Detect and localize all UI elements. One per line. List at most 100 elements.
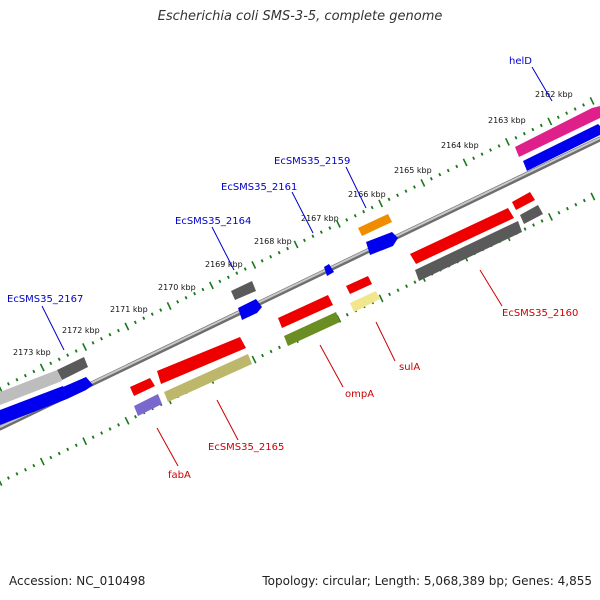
- tick-mark: [438, 172, 442, 177]
- tick-mark: [582, 103, 586, 107]
- kbp-label: 2163 kbp: [488, 116, 526, 125]
- tick-mark: [124, 416, 130, 425]
- tick-mark: [32, 369, 36, 374]
- tick-mark: [49, 361, 53, 366]
- outer-tick-row: [0, 96, 595, 392]
- gene-label-ecsms35-2167: EcSMS35_2167: [7, 294, 83, 305]
- gene-red-2160a[interactable]: [512, 192, 535, 210]
- gene-paleyellow-sulA[interactable]: [350, 291, 380, 312]
- tick-mark: [66, 447, 70, 452]
- tick-mark: [557, 211, 561, 215]
- tick-mark: [15, 378, 19, 382]
- gene-khaki-2165[interactable]: [164, 354, 252, 402]
- tick-mark: [251, 260, 257, 269]
- tick-mark: [0, 386, 3, 392]
- tick-mark: [328, 226, 332, 230]
- tick-mark: [293, 240, 299, 249]
- kbp-label: 2168 kbp: [254, 237, 292, 246]
- tick-mark: [269, 255, 273, 259]
- tick-mark: [39, 363, 45, 372]
- tick-mark: [590, 192, 596, 201]
- gene-label-sula: sulA: [399, 362, 420, 373]
- tick-mark: [522, 131, 526, 136]
- tick-mark: [226, 275, 230, 279]
- tick-mark: [6, 476, 10, 480]
- gene-orange[interactable]: [358, 214, 392, 236]
- gene-red-2160[interactable]: [410, 208, 514, 264]
- tick-mark: [378, 199, 384, 208]
- tick-mark: [134, 414, 137, 419]
- kbp-label: 2172 kbp: [62, 326, 100, 335]
- tick-mark: [260, 259, 264, 263]
- tick-mark: [23, 468, 27, 472]
- tick-mark: [455, 164, 459, 169]
- tick-mark: [396, 288, 400, 292]
- tick-mark: [547, 117, 553, 126]
- tick-mark: [243, 267, 247, 271]
- tick-mark: [57, 357, 61, 362]
- gene-blue-small[interactable]: [324, 264, 334, 276]
- tick-mark: [589, 96, 595, 105]
- tick-mark: [311, 234, 315, 238]
- tick-mark: [0, 480, 3, 486]
- gene-dark-2167[interactable]: [57, 357, 88, 380]
- gene-blue-2167a[interactable]: [63, 377, 93, 399]
- tick-mark: [176, 300, 180, 304]
- gene-label-ompa: ompA: [345, 389, 374, 400]
- tick-mark: [99, 337, 103, 341]
- kbp-label: 2167 kbp: [301, 214, 339, 223]
- tick-mark: [116, 328, 120, 333]
- tick-mark: [218, 279, 222, 284]
- tick-mark: [353, 214, 357, 218]
- tick-mark: [100, 431, 104, 435]
- tick-mark: [429, 177, 433, 181]
- tick-mark: [514, 136, 518, 140]
- gene-red-fabA[interactable]: [130, 378, 155, 396]
- gene-label-ecsms35-2159: EcSMS35_2159: [274, 156, 350, 167]
- gene-olive-ompA[interactable]: [284, 312, 340, 346]
- gene-blue-2159[interactable]: [366, 232, 398, 255]
- tick-mark: [404, 189, 408, 193]
- tick-mark: [540, 219, 544, 223]
- tick-mark: [208, 281, 214, 290]
- tick-mark: [335, 219, 341, 228]
- kbp-label: 2170 kbp: [158, 283, 196, 292]
- tick-mark: [74, 349, 78, 353]
- gene-helD[interactable]: [515, 106, 600, 157]
- forward-strand-genes: [0, 106, 600, 425]
- tick-mark: [497, 144, 501, 148]
- tick-mark: [193, 291, 197, 296]
- tick-mark: [277, 250, 281, 255]
- gene-blue-2164[interactable]: [238, 299, 262, 320]
- tick-mark: [74, 443, 78, 447]
- kbp-label: 2162 kbp: [535, 90, 573, 99]
- genome-backbone: [0, 136, 600, 431]
- gene-red-ompA[interactable]: [278, 295, 333, 328]
- tick-mark: [387, 197, 391, 202]
- kbp-label: 2171 kbp: [110, 305, 148, 314]
- genome-summary: Topology: circular; Length: 5,068,389 bp…: [262, 574, 592, 588]
- gene-dark-2164[interactable]: [231, 281, 256, 300]
- gene-label-ecsms35-2160: EcSMS35_2160: [502, 308, 578, 319]
- gene-red-sulA[interactable]: [346, 276, 372, 294]
- tick-mark: [235, 271, 239, 275]
- tick-mark: [582, 198, 586, 203]
- tick-mark: [286, 246, 290, 251]
- tick-mark: [91, 435, 95, 439]
- gene-lightgray-2167[interactable]: [0, 370, 62, 405]
- gene-labels: helD EcSMS35_2159 EcSMS35_2161 EcSMS35_2…: [7, 56, 578, 481]
- tick-mark: [565, 111, 569, 115]
- kbp-label: 2173 kbp: [13, 348, 51, 357]
- gene-lavender-fabA[interactable]: [134, 394, 162, 416]
- gene-helD-blue[interactable]: [523, 124, 600, 171]
- accession-label: Accession: NC_010498: [9, 574, 146, 588]
- gene-dark-2160[interactable]: [415, 221, 522, 281]
- gene-red-2165[interactable]: [157, 337, 246, 384]
- gene-dark-2160a[interactable]: [520, 205, 543, 224]
- kbp-label: 2166 kbp: [348, 190, 386, 199]
- tick-mark: [82, 343, 88, 351]
- tick-mark: [388, 292, 392, 297]
- gene-blue-2167b[interactable]: [0, 386, 67, 425]
- page-title: Escherichia coli SMS-3-5, complete genom…: [157, 9, 443, 24]
- tick-mark: [39, 457, 45, 466]
